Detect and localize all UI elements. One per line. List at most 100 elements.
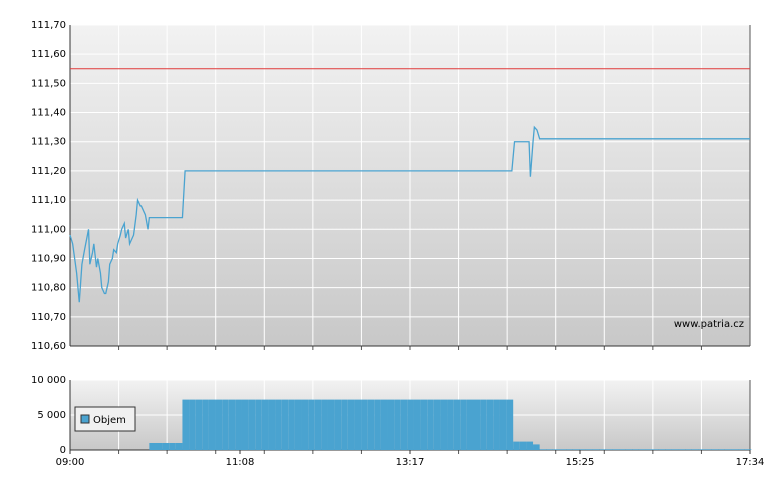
volume-bar: [420, 399, 428, 450]
volume-bar: [612, 449, 620, 450]
y-tick-label: 111,40: [31, 108, 66, 119]
volume-bar: [579, 449, 586, 450]
volume-bar: [566, 449, 573, 450]
y-tick-label: 110,90: [31, 253, 66, 264]
volume-bar: [261, 399, 269, 450]
watermark: www.patria.cz: [674, 319, 744, 330]
volume-bar: [592, 449, 600, 450]
volume-bar: [380, 399, 388, 450]
volume-bar: [169, 443, 176, 450]
volume-bar: [314, 399, 322, 450]
y-tick-label: 5 000: [37, 410, 66, 421]
volume-bar: [533, 444, 540, 450]
volume-bar: [585, 449, 593, 450]
volume-bar: [724, 449, 732, 450]
volume-bar: [374, 399, 381, 450]
y-tick-label: 111,00: [31, 224, 66, 235]
volume-bar: [691, 449, 699, 450]
volume-bar: [638, 449, 646, 450]
y-tick-label: 111,20: [31, 166, 66, 177]
volume-bar: [625, 449, 633, 450]
volume-bar: [665, 449, 672, 450]
volume-bar: [394, 399, 401, 450]
volume-bar: [480, 399, 487, 450]
volume-bar: [149, 443, 156, 450]
volume-bar: [354, 399, 362, 450]
volume-bar: [162, 443, 170, 450]
volume-bar: [698, 449, 706, 450]
volume-bar: [711, 449, 719, 450]
volume-bar: [208, 399, 216, 450]
volume-bar: [433, 399, 441, 450]
volume-bar: [546, 449, 553, 450]
y-tick-label: 111,10: [31, 195, 66, 206]
volume-bar: [539, 449, 547, 450]
y-tick-label: 111,60: [31, 49, 66, 60]
legend-label: Objem: [93, 415, 126, 426]
volume-bar: [202, 399, 209, 450]
volume-bar: [718, 449, 725, 450]
volume-bar: [671, 449, 679, 450]
price-line: [69, 125, 750, 303]
volume-bar: [605, 449, 613, 450]
volume-bar: [685, 449, 692, 450]
volume-bar: [559, 449, 567, 450]
y-tick-label: 111,50: [31, 78, 66, 89]
volume-bar: [341, 399, 348, 450]
volume-bar: [308, 399, 315, 450]
volume-bar: [658, 449, 666, 450]
volume-bar: [486, 399, 494, 450]
x-tick-label: 13:17: [396, 457, 425, 468]
legend-swatch: [80, 414, 90, 424]
volume-bar: [228, 399, 236, 450]
volume-bar: [599, 449, 606, 450]
volume-bar: [275, 399, 282, 450]
y-tick-label: 110,70: [31, 312, 66, 323]
volume-bar: [255, 399, 262, 450]
y-tick-label: 111,30: [31, 137, 66, 148]
volume-bar: [466, 399, 474, 450]
volume-bar: [460, 399, 467, 450]
volume-bar: [361, 399, 368, 450]
volume-bar: [413, 399, 421, 450]
volume-bar: [552, 449, 560, 450]
volume-bar: [387, 399, 395, 450]
volume-bar: [738, 449, 745, 450]
x-tick-label: 09:00: [56, 457, 85, 468]
x-tick-label: 15:25: [566, 457, 595, 468]
volume-bar: [447, 399, 454, 450]
volume-bar: [347, 399, 355, 450]
volume-bar: [235, 399, 242, 450]
volume-bar: [407, 399, 414, 450]
volume-bar: [189, 399, 196, 450]
volume-bar: [645, 449, 653, 450]
volume-bar: [440, 399, 448, 450]
volume-bar: [281, 399, 289, 450]
volume-bar: [744, 449, 752, 450]
volume-bar: [400, 399, 408, 450]
volume-bar: [301, 399, 309, 450]
volume-bar: [182, 399, 190, 450]
y-tick-label: 10 000: [31, 375, 66, 386]
volume-bar: [294, 399, 302, 450]
volume-bar: [619, 449, 626, 450]
volume-bar: [632, 449, 639, 450]
volume-bar: [334, 399, 342, 450]
volume-bar: [175, 443, 183, 450]
volume-bar: [453, 399, 461, 450]
volume-bar: [241, 399, 249, 450]
x-tick-label: 17:34: [736, 457, 765, 468]
volume-bar: [215, 399, 223, 450]
volume-bar: [572, 449, 580, 450]
volume-bar: [327, 399, 335, 450]
volume-bar: [519, 441, 527, 450]
volume-bar: [493, 399, 500, 450]
volume-bar: [222, 399, 229, 450]
volume-bar: [731, 449, 739, 450]
y-tick-label: 110,80: [31, 283, 66, 294]
volume-bar: [705, 449, 712, 450]
volume-bar: [427, 399, 434, 450]
x-tick-label: 11:08: [226, 457, 255, 468]
volume-bar: [155, 443, 163, 450]
volume-bar: [506, 399, 514, 450]
